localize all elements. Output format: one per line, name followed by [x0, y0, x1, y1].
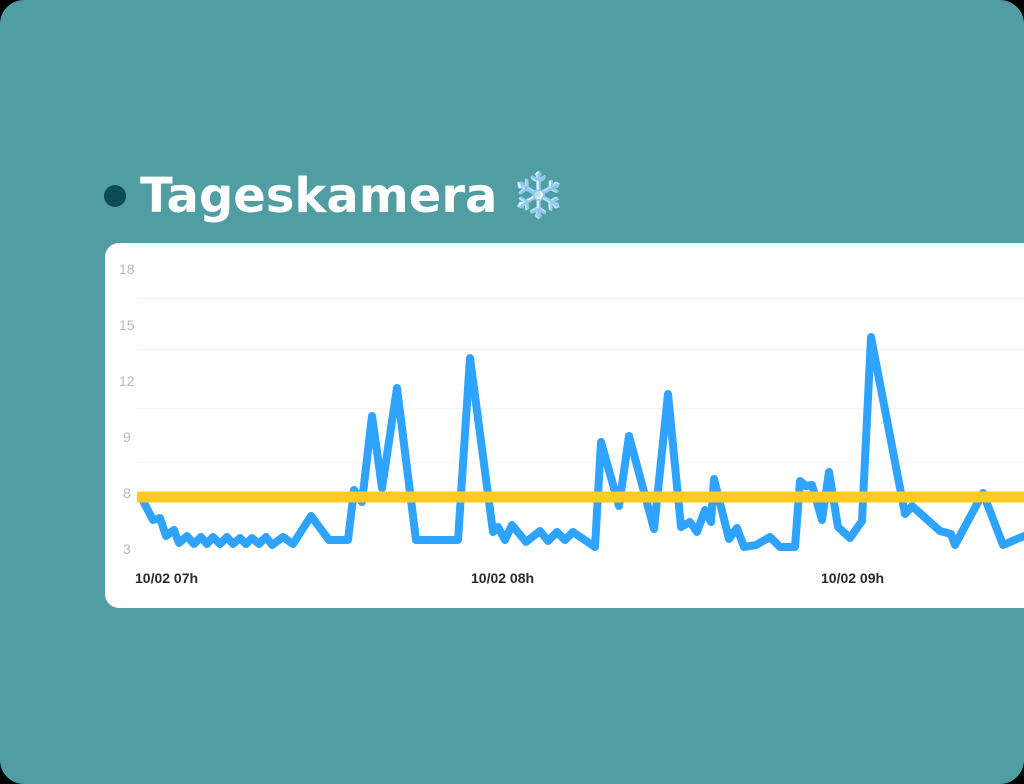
y-axis-label: 8 [123, 485, 131, 501]
x-axis-label: 10/02 08h [471, 570, 535, 586]
y-axis-label: 15 [119, 317, 135, 333]
x-axis-label: 10/02 09h [821, 570, 885, 586]
status-dot [104, 185, 126, 207]
section-header: Tageskamera ❄️ [104, 166, 566, 226]
gridline [137, 298, 1024, 299]
x-axis-label: 10/02 07h [135, 570, 199, 586]
gridline [137, 462, 1024, 463]
gridline [137, 408, 1024, 409]
gridline [137, 349, 1024, 350]
y-axis-label: 3 [123, 541, 131, 557]
y-axis-label: 18 [119, 261, 135, 277]
snowflake-icon: ❄️ [511, 170, 567, 221]
section-title: Tageskamera [140, 168, 498, 224]
y-axis-label: 9 [123, 429, 131, 445]
y-axis-label: 12 [119, 373, 135, 389]
